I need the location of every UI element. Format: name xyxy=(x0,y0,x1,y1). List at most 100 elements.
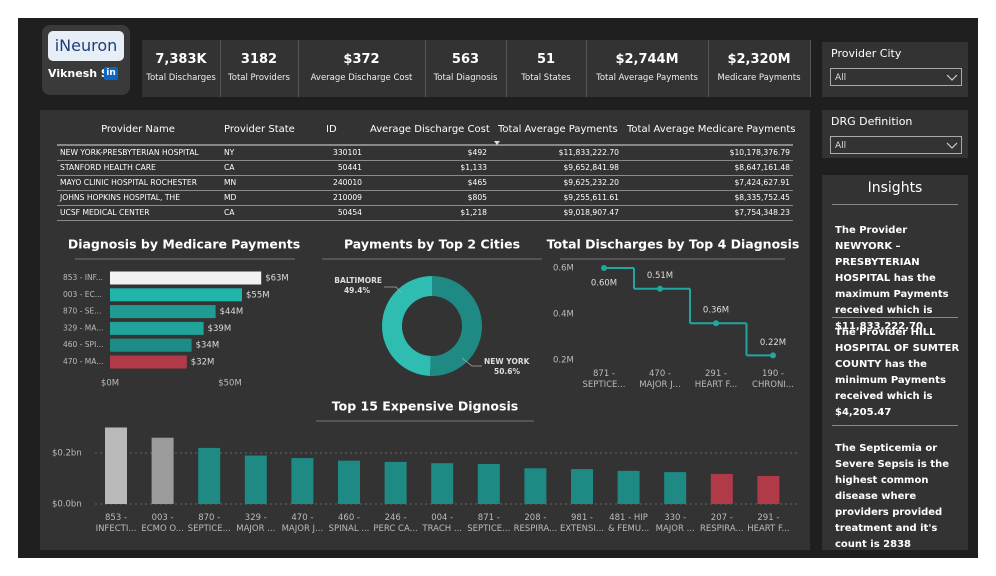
table-cell: $7,424,627.91 xyxy=(734,178,790,187)
filter-card: Provider City All xyxy=(822,42,968,97)
leader-line xyxy=(384,286,403,294)
category-label: 470 - MA... xyxy=(63,357,103,366)
x-tick-label: 330 - MAJOR ... xyxy=(655,513,695,534)
table-cell: $465 xyxy=(467,178,487,187)
slice-label: NEW YORK xyxy=(484,357,531,366)
kpi-label: Total Providers xyxy=(228,73,290,83)
table-cell: NY xyxy=(224,148,235,157)
kpi-label: Total States xyxy=(521,73,571,83)
kpi-card: 563 Total Diagnosis xyxy=(425,40,507,97)
table-cell: CA xyxy=(224,208,235,217)
kpi-value: $2,320M xyxy=(727,52,791,67)
insight-text: The Septicemia or Severe Sepsis is the h… xyxy=(835,443,949,550)
bar xyxy=(384,461,407,504)
logo-brand: iNeuron xyxy=(48,31,124,61)
separator xyxy=(832,317,958,318)
table-cell: $9,652,841.98 xyxy=(563,163,619,172)
filter-card: DRG Definition All xyxy=(822,110,968,158)
bar xyxy=(198,447,221,504)
value-label: $34M xyxy=(196,341,220,351)
filter-label: Provider City xyxy=(831,47,902,60)
kpi-card: $2,744M Total Average Payments xyxy=(586,40,709,97)
bar xyxy=(110,355,187,369)
kpi-card: 51 Total States xyxy=(506,40,587,97)
x-tick-label: 853 - INFECTI... xyxy=(95,513,137,534)
category-label: 003 - EC... xyxy=(63,290,102,299)
x-tick-label: 003 - ECMO O... xyxy=(141,513,184,534)
kpi-card: 7,383K Total Discharges xyxy=(142,40,221,97)
kpi-label: Total Average Payments xyxy=(596,73,698,83)
table-cell: $1,218 xyxy=(460,208,487,217)
x-tick-label: 207 - RESPIRA... xyxy=(699,513,744,534)
x-tick-label: 481 - HIP & FEMU... xyxy=(607,513,650,534)
table-cell: JOHNS HOPKINS HOSPITAL, THE xyxy=(60,193,181,202)
kpi-label: Total Diagnosis xyxy=(433,73,498,83)
kpi-label: Average Discharge Cost xyxy=(310,73,413,83)
kpi-card: $2,320M Medicare Payments xyxy=(708,40,811,97)
kpi-card: $372 Average Discharge Cost xyxy=(298,40,426,97)
table-header: ID xyxy=(326,124,337,135)
table-cell: CA xyxy=(224,163,235,172)
category-label: 329 - MA... xyxy=(63,323,103,332)
kpi-value: $2,744M xyxy=(615,52,679,67)
value-label: 0.22M xyxy=(760,338,786,348)
separator xyxy=(832,425,958,426)
linkedin-badge[interactable]: in xyxy=(104,67,118,80)
bar xyxy=(110,305,216,319)
table-cell: STANFORD HEALTH CARE xyxy=(60,163,156,172)
bar xyxy=(524,468,547,504)
bar xyxy=(151,437,174,504)
leader-line xyxy=(461,357,482,367)
donut-slice xyxy=(382,276,432,376)
value-label: $44M xyxy=(220,307,244,317)
table-cell: $8,335,752.45 xyxy=(734,193,790,202)
category-label: 870 - SE... xyxy=(63,307,101,316)
value-label: $39M xyxy=(208,324,232,334)
x-tick-label: $0M xyxy=(101,379,119,389)
kpi-value: 3182 xyxy=(240,52,278,67)
table-cell: $8,647,161.48 xyxy=(734,163,790,172)
y-tick-label: 0.2M xyxy=(553,356,574,366)
table-cell: $1,133 xyxy=(460,163,487,172)
bar xyxy=(110,288,242,302)
x-tick-label: 470 - MAJOR J... xyxy=(281,513,324,534)
bar xyxy=(571,469,593,504)
insight-text: The Provider NEWYORK – PRESBYTERIAN HOSP… xyxy=(835,225,949,332)
y-tick-label: $0.2bn xyxy=(52,449,82,459)
x-tick-label: 246 - PERC CA... xyxy=(373,513,418,534)
kpi-strip: 7,383K Total Discharges 3182 Total Provider… xyxy=(142,40,811,97)
table-cell: $9,625,232.20 xyxy=(563,178,619,187)
table-cell: $805 xyxy=(467,193,487,202)
x-tick-label: 291 - HEART F... xyxy=(747,513,790,534)
table-header: Total Average Payments xyxy=(498,124,618,135)
bar xyxy=(431,463,454,504)
dropdown[interactable]: All xyxy=(830,68,962,86)
bar xyxy=(710,473,733,504)
category-label: 460 - SPI... xyxy=(63,340,103,349)
table-cell: 330101 xyxy=(333,148,362,157)
insight-text: The Provider HILL HOSPITAL OF SUMTER COU… xyxy=(835,327,960,418)
kpi-label: Medicare Payments xyxy=(717,73,801,83)
table-cell: $7,754,348.23 xyxy=(734,208,790,217)
x-tick-label: 981 - EXTENSI... xyxy=(560,513,604,534)
x-tick-label: $50M xyxy=(218,379,242,389)
user-name: Viknesh S xyxy=(48,67,109,80)
bar xyxy=(338,460,360,504)
bar xyxy=(110,321,204,335)
slice-value: 49.4% xyxy=(344,286,371,295)
table-cell: MD xyxy=(224,193,237,202)
bar xyxy=(110,338,192,352)
dropdown[interactable]: All xyxy=(830,136,962,154)
x-tick-label: 329 - MAJOR ... xyxy=(236,513,276,534)
kpi-card: 3182 Total Providers xyxy=(220,40,299,97)
x-tick-label: 190 - CHRONI... xyxy=(752,369,794,390)
bar xyxy=(617,470,640,504)
kpi-value: $372 xyxy=(343,52,380,67)
value-label: 0.36M xyxy=(703,306,729,316)
table-cell: 240010 xyxy=(333,178,362,187)
value-label: $63M xyxy=(265,274,289,284)
x-tick-label: 871 - SEPTICE... xyxy=(467,513,511,534)
kpi-value: 51 xyxy=(536,52,556,67)
filter-label: DRG Definition xyxy=(831,115,913,128)
